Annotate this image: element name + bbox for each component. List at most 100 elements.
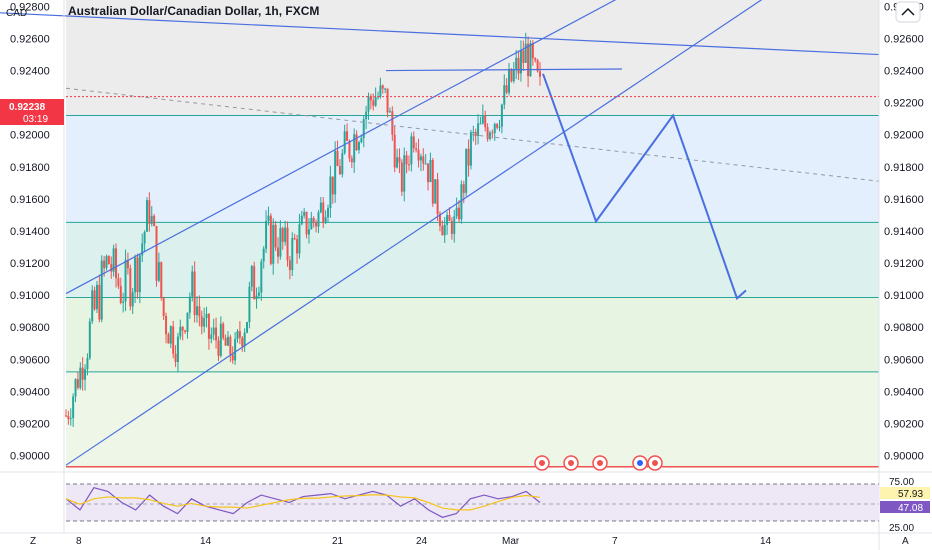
candle-body bbox=[105, 256, 108, 269]
price-tick: 0.90400 bbox=[884, 386, 924, 398]
price-zone bbox=[66, 297, 879, 372]
auto-scale-toggle[interactable]: A bbox=[902, 536, 909, 547]
candle-body bbox=[441, 225, 444, 236]
candle-body bbox=[81, 367, 84, 380]
price-tick: 0.91000 bbox=[884, 290, 924, 302]
candle-body bbox=[198, 306, 201, 317]
candle-body bbox=[379, 85, 382, 97]
left-price-tick: 0.91000 bbox=[10, 290, 50, 302]
rsi-level-upper: 75.00 bbox=[889, 477, 914, 488]
candle-body bbox=[327, 208, 330, 218]
candle-body bbox=[336, 150, 339, 167]
candle-body bbox=[398, 157, 401, 163]
candle-body bbox=[469, 132, 472, 166]
candle-body bbox=[303, 211, 306, 216]
candle-body bbox=[243, 332, 246, 347]
candle-body bbox=[346, 131, 349, 141]
candle-body bbox=[250, 266, 253, 287]
candle-body bbox=[193, 271, 196, 316]
candle-body bbox=[481, 115, 484, 124]
candle-body bbox=[488, 132, 491, 139]
cad-event-flag[interactable] bbox=[563, 455, 579, 471]
candle-body bbox=[217, 340, 220, 356]
candle-body bbox=[236, 331, 239, 339]
candle-body bbox=[215, 327, 218, 341]
timezone-toggle[interactable]: Z bbox=[30, 536, 36, 547]
candle-body bbox=[424, 163, 427, 165]
price-badge-value: 0.92238 bbox=[9, 102, 46, 113]
left-price-tick: 0.90000 bbox=[10, 451, 50, 463]
candle-body bbox=[529, 43, 532, 77]
trend-line[interactable] bbox=[65, 0, 618, 295]
cad-event-flag[interactable] bbox=[592, 455, 608, 471]
candle-body bbox=[334, 150, 337, 195]
candle-body bbox=[115, 248, 118, 279]
cad-event-flag[interactable] bbox=[647, 455, 663, 471]
time-axis[interactable]: Z 8 14 21 24 Mar 7 14 A bbox=[0, 532, 932, 547]
drawing-layer[interactable] bbox=[0, 0, 880, 466]
rsi-value1-badge bbox=[880, 487, 930, 499]
candle-body bbox=[203, 317, 206, 327]
trend-line[interactable] bbox=[65, 0, 766, 466]
left-price-tick: 0.91800 bbox=[10, 162, 50, 174]
left-price-tick: 0.92000 bbox=[10, 130, 50, 142]
price-badge-countdown: 03:19 bbox=[23, 114, 48, 125]
candle-body bbox=[212, 327, 215, 335]
candle-body bbox=[219, 323, 222, 356]
candle-body bbox=[357, 142, 360, 151]
rsi-pane[interactable]: 75.00 25.00 57.93 47.08 bbox=[0, 471, 932, 534]
candle-body bbox=[150, 215, 153, 224]
projection-path[interactable] bbox=[542, 73, 747, 301]
time-tick: 14 bbox=[760, 536, 772, 547]
price-axis-ticks: 0.90000 0.90200 0.90400 0.90600 0.90800 0.910… bbox=[884, 1, 924, 462]
candle-body bbox=[534, 58, 537, 61]
candle-body bbox=[305, 211, 308, 235]
left-price-tick: 0.90400 bbox=[10, 386, 50, 398]
candle-body bbox=[417, 149, 420, 161]
time-tick: 14 bbox=[200, 536, 212, 547]
candle-body bbox=[486, 127, 489, 139]
candle-body bbox=[517, 57, 520, 74]
candle-body bbox=[312, 217, 315, 223]
candle-body bbox=[184, 330, 187, 332]
candle-body bbox=[260, 261, 263, 293]
candle-body bbox=[505, 85, 508, 93]
price-tick: 0.90000 bbox=[884, 451, 924, 463]
time-axis-ticks: 8 14 21 24 Mar 7 14 bbox=[76, 536, 772, 547]
candle-body bbox=[522, 50, 525, 63]
price-tick: 0.91600 bbox=[884, 194, 924, 206]
candle-body bbox=[479, 123, 482, 125]
trend-line[interactable] bbox=[385, 68, 623, 72]
chevron-up-icon[interactable] bbox=[895, 1, 921, 23]
candle-body bbox=[226, 336, 229, 346]
candle-body bbox=[88, 321, 91, 358]
dashed-trend-line[interactable] bbox=[65, 87, 880, 182]
candle-body bbox=[360, 138, 363, 143]
candle-body bbox=[331, 176, 334, 195]
candle-body bbox=[474, 132, 477, 136]
price-axis[interactable] bbox=[879, 0, 932, 550]
chart-title: Australian Dollar/Canadian Dollar, 1h, F… bbox=[68, 4, 319, 18]
rsi-level-lower: 25.00 bbox=[889, 523, 914, 534]
currency-label: CAD bbox=[6, 8, 27, 19]
left-price-tick: 0.92400 bbox=[10, 66, 50, 78]
candle-body bbox=[281, 228, 284, 242]
candle-body bbox=[67, 415, 70, 420]
candle-body bbox=[450, 220, 453, 234]
candle-body bbox=[272, 224, 275, 264]
candle-body bbox=[107, 256, 110, 265]
trend-line[interactable] bbox=[0, 12, 880, 56]
price-tick: 0.91800 bbox=[884, 162, 924, 174]
economic-events[interactable] bbox=[534, 455, 663, 471]
left-price-tick: 0.90800 bbox=[10, 322, 50, 334]
price-tick: 0.92400 bbox=[884, 66, 924, 78]
cad-event-flag[interactable] bbox=[534, 455, 550, 471]
candle-body bbox=[286, 227, 289, 261]
candle-body bbox=[491, 132, 494, 134]
candle-body bbox=[119, 286, 122, 303]
candle-body bbox=[110, 264, 113, 272]
aud-event-flag[interactable] bbox=[632, 455, 648, 471]
price-tick: 0.90200 bbox=[884, 418, 924, 430]
